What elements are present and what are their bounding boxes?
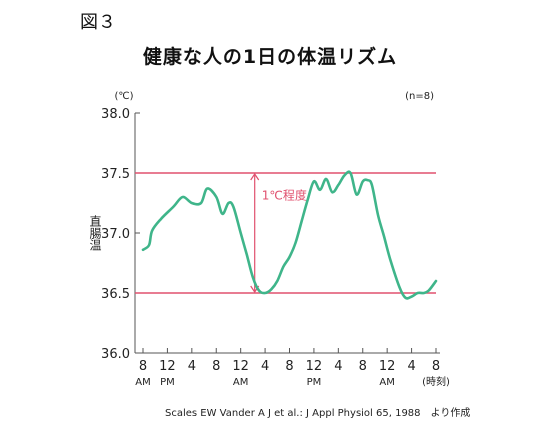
x-tick-label: 8 [285,359,293,374]
y-tick-label: 37.0 [101,227,130,242]
y-tick-label: 38.0 [101,107,130,122]
x-tick-label: 8 [359,359,367,374]
x-tick-sublabel: PM [307,377,322,388]
annotation-label: 1℃程度 [262,187,307,202]
temperature-series-line [141,170,438,300]
source-citation: Scales EW Vander A J et al.: J Appl Phys… [165,408,471,419]
y-tick-label: 36.5 [101,287,130,302]
x-tick-label: 8 [432,359,440,374]
x-tick-sublabel: AM [379,377,394,388]
x-tick-label: 8 [212,359,220,374]
x-tick-label: 12 [232,359,249,374]
y-axis-label: 直腸温 [88,215,102,251]
x-tick-label: 12 [379,359,396,374]
x-tick-label: 12 [306,359,323,374]
y-unit-label: (℃) [114,91,133,102]
x-tick-label: 4 [334,359,342,374]
sample-note: (n=8) [405,91,434,102]
annotation-arrowhead-top [250,172,260,181]
x-tick-sublabel: AM [135,377,150,388]
x-tick-label: 4 [407,359,415,374]
x-tick-sublabel: PM [160,377,175,388]
x-tick-label: 8 [139,359,147,374]
chart-title: 健康な人の1日の体温リズム [142,46,398,68]
figure-label: 図３ [80,12,116,33]
x-tick-label: 12 [159,359,176,374]
y-tick-label: 36.0 [101,347,130,362]
x-tick-sublabel: AM [233,377,248,388]
x-tick-label: 4 [261,359,269,374]
x-tick-label: 4 [188,359,196,374]
x-tick-sublabel: (時刻) [422,375,450,388]
y-tick-label: 37.5 [101,167,130,182]
